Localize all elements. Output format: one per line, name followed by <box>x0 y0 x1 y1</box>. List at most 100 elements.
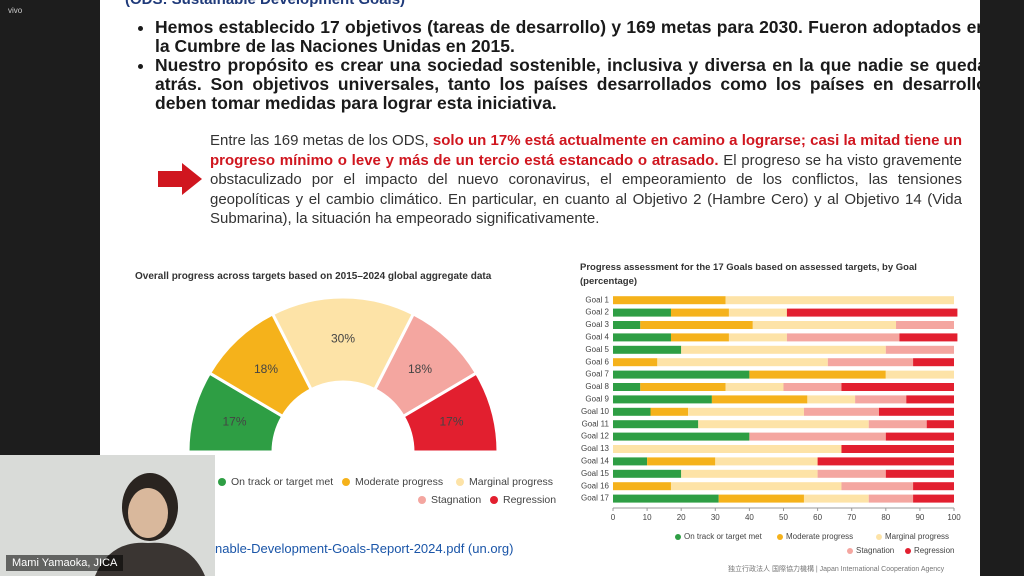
bar-segment <box>613 308 671 317</box>
x-tick-label: 30 <box>711 513 720 522</box>
bar-segment <box>613 469 682 478</box>
y-tick-label: Goal 15 <box>581 469 610 478</box>
slide: (ODS: Sustainable Development Goals) Hem… <box>100 0 980 576</box>
bar-segment <box>613 395 712 404</box>
bar-segment <box>841 383 954 391</box>
bar-segment <box>640 383 726 391</box>
bar-segment <box>913 494 954 503</box>
bar-segment <box>688 407 804 416</box>
x-tick-label: 100 <box>947 513 961 522</box>
legend-marker <box>342 478 350 486</box>
y-tick-label: Goal 16 <box>581 481 610 490</box>
bar-segment <box>841 445 954 453</box>
bar-segment <box>613 445 842 453</box>
bar-segment <box>613 296 726 305</box>
legend-label: Marginal progress <box>469 476 553 488</box>
x-tick-label: 40 <box>745 513 754 522</box>
bar-segment <box>817 469 886 478</box>
footer: 独立行政法人 国際協力機構 | Japan International Coop… <box>728 566 945 573</box>
legend-marker <box>490 496 498 504</box>
bar-segment <box>681 345 886 354</box>
bullet: Nuestro propósito es crear una sociedad … <box>155 56 980 113</box>
x-tick-label: 80 <box>881 513 890 522</box>
bar-segment <box>711 395 808 404</box>
chart-title: Progress assessment for the 17 Goals bas… <box>580 262 917 287</box>
legend-marker <box>418 496 426 504</box>
legend-marker <box>847 548 853 554</box>
y-tick-label: Goal 13 <box>581 444 610 453</box>
bar-segment <box>613 321 641 329</box>
bar-segment <box>725 296 954 305</box>
bar-segment <box>896 321 954 329</box>
y-tick-label: Goal 14 <box>581 457 610 466</box>
bar-segment <box>728 308 787 317</box>
legend-marker <box>905 548 911 554</box>
bar-segment <box>613 432 750 441</box>
bullet-list: Hemos establecido 17 objetivos (tareas d… <box>135 18 980 113</box>
bar-segment <box>681 469 818 478</box>
bar-segment <box>878 407 954 416</box>
y-tick-label: Goal 12 <box>581 432 610 441</box>
bar-segment <box>749 370 886 379</box>
legend-label: Moderate progress <box>355 476 443 488</box>
bar-segment <box>786 333 900 342</box>
legend-label: Stagnation <box>431 494 481 506</box>
legend-marker <box>456 478 464 486</box>
video-tile: Mami Yamaoka, JICA <box>0 455 215 576</box>
bar-segment <box>855 395 907 404</box>
bar-segment <box>650 407 689 416</box>
bar-segment <box>827 358 914 367</box>
y-tick-label: Goal 3 <box>585 320 609 329</box>
y-tick-label: Goal 4 <box>585 333 609 342</box>
y-tick-label: Goal 5 <box>585 345 609 354</box>
bar-segment <box>749 432 886 441</box>
legend-label: On track or target met <box>231 476 333 488</box>
value-label: 30% <box>331 332 355 346</box>
legend-label: Marginal progress <box>885 532 949 541</box>
app-label: vivo <box>8 6 23 15</box>
x-tick-label: 70 <box>847 513 856 522</box>
bar-segment <box>715 457 818 466</box>
x-tick-label: 90 <box>915 513 924 522</box>
y-tick-label: Goal 9 <box>585 395 609 404</box>
participant-name: Mami Yamaoka, JICA <box>6 555 124 571</box>
bar-segment <box>613 333 671 342</box>
bar-segment <box>640 321 753 329</box>
bar-segment <box>670 308 729 317</box>
bar-segment <box>647 457 716 466</box>
value-label: 18% <box>254 362 278 376</box>
bar-segment <box>885 432 954 441</box>
y-tick-label: Goal 1 <box>585 295 609 304</box>
legend-marker <box>876 534 882 540</box>
paragraph: Entre las 169 metas de los ODS, solo un … <box>210 131 962 229</box>
bar-segment <box>899 333 958 342</box>
bar-segment <box>868 420 927 429</box>
chart-title: Overall progress across targets based on… <box>135 271 492 282</box>
bar-segment <box>885 345 954 354</box>
x-tick-label: 50 <box>779 513 788 522</box>
bar-segment <box>817 457 954 466</box>
value-label: 17% <box>439 414 463 428</box>
link[interactable]: nable-Development-Goals-Report-2024.pdf … <box>215 541 514 556</box>
bar-segment <box>613 383 641 391</box>
highlight: solo un 17% está actualmente en camino a… <box>210 132 962 169</box>
bar-segment <box>657 358 828 367</box>
bar-segment <box>803 494 869 503</box>
bullet: Hemos establecido 17 objetivos (tareas d… <box>155 18 980 56</box>
y-tick-label: Goal 11 <box>582 419 610 428</box>
pie-slice <box>270 295 416 392</box>
legend-marker <box>218 478 226 486</box>
bar-segment <box>885 469 954 478</box>
legend-label: On track or target met <box>684 532 763 541</box>
bar-segment <box>670 482 842 491</box>
bar-segment <box>613 457 648 466</box>
y-tick-label: Goal 8 <box>585 382 609 391</box>
bar-segment <box>613 482 671 491</box>
bar-segment <box>613 370 750 379</box>
bar-segment <box>885 370 954 379</box>
bar-segment <box>803 407 879 416</box>
bar-segment <box>725 383 784 391</box>
bar-segment <box>613 358 658 367</box>
